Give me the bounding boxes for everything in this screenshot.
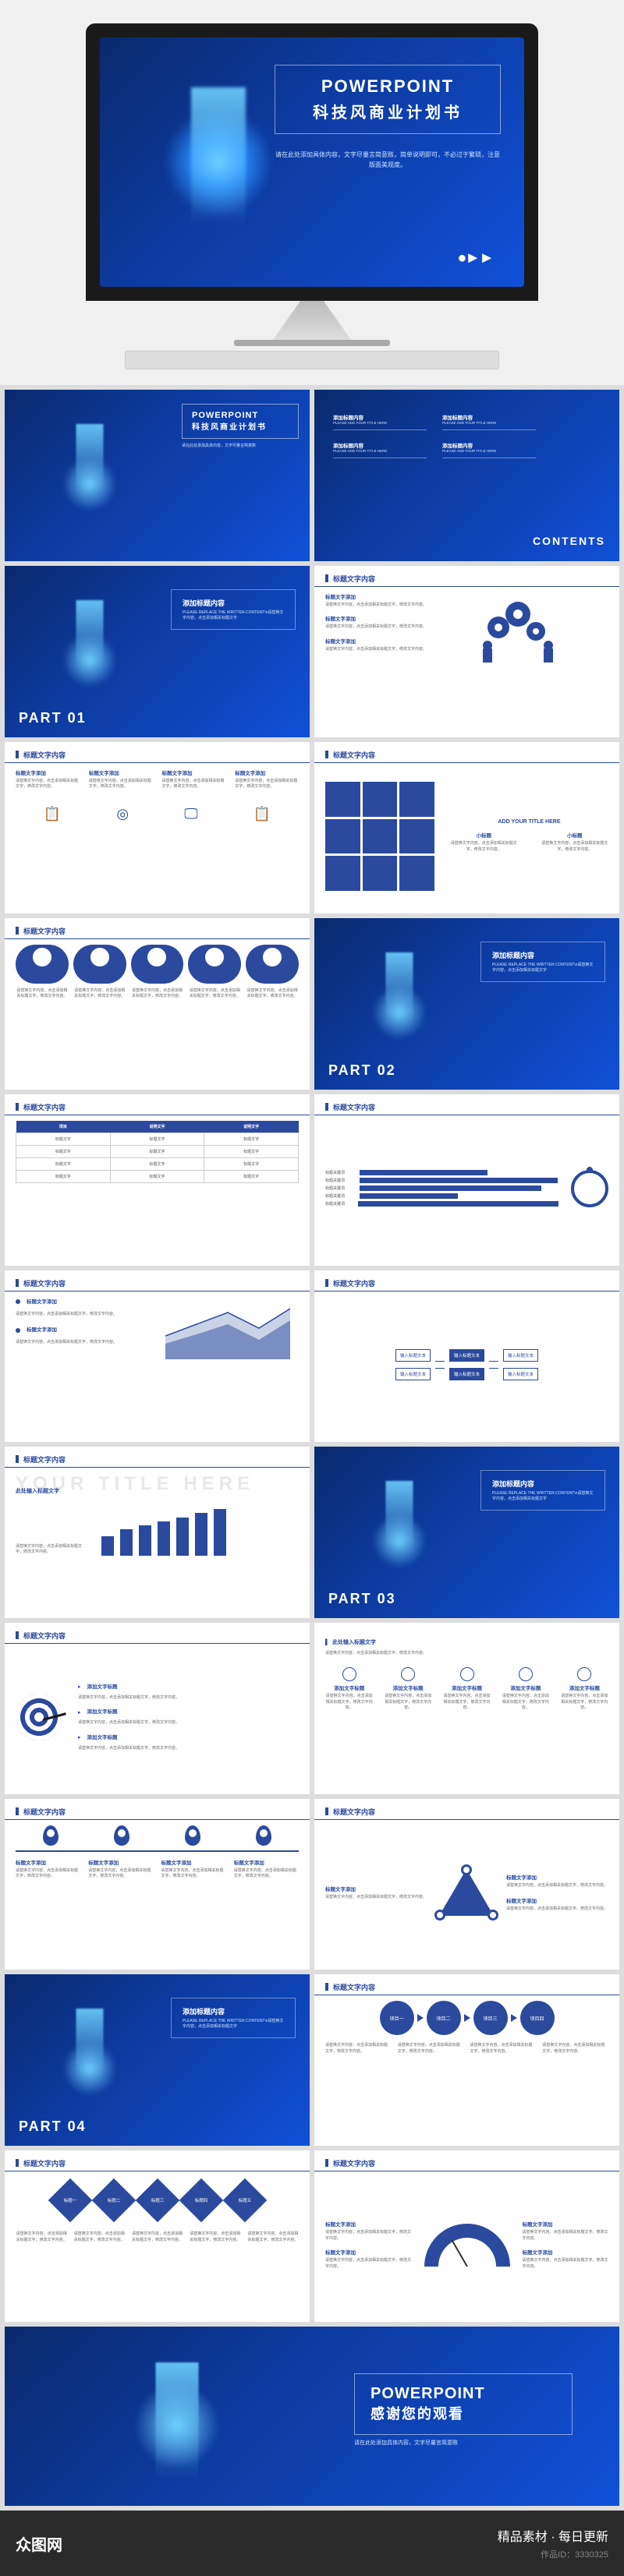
- slide-pills[interactable]: 标题文字内容 请替换文字内容，点击添加相关标题文字，修改文字内容。 请替换文字内…: [5, 918, 310, 1090]
- gauge-chart: [424, 2224, 510, 2267]
- footer-logo[interactable]: 众图网: [16, 2537, 62, 2554]
- keyboard-icon: [125, 351, 499, 369]
- slide-triangle[interactable]: 标题文字内容 标题文字添加请替换文字内容，点击添加相关标题文字，修改文字内容。 …: [314, 1799, 619, 1970]
- slide-gears[interactable]: 标题文字内容 标题文字添加 请替换文字内容，点击添加相关标题文字，修改文字内容。…: [314, 566, 619, 737]
- slide-pins[interactable]: 标题文字内容 标题文字添加请替换文字内容，点击添加相关标题文字，修改文字内容。 …: [5, 1799, 310, 1970]
- slide-contents[interactable]: 添加标题内容PLEASE ADD YOUR TITLE HERE 添加标题内容P…: [314, 390, 619, 561]
- slide-target[interactable]: 标题文字内容 ▸添加文字标题 请替换文字内容，点击添加相关标题文字，修改文字内容…: [5, 1623, 310, 1794]
- display-icon: 🖵: [184, 806, 197, 822]
- hero-dots-icon: ●►►: [457, 249, 493, 267]
- hero-section: POWERPOINT 科技风商业计划书 请在此处添加具体内容，文字尽量言简意赅，…: [0, 0, 624, 385]
- vbar-chart: [101, 1501, 226, 1556]
- gears-icon: [475, 592, 609, 728]
- page-footer: 众图网 精品素材 · 每日更新 作品ID：3330325: [0, 2511, 624, 2576]
- monitor-frame: POWERPOINT 科技风商业计划书 请在此处添加具体内容，文字尽量言简意赅，…: [86, 23, 538, 301]
- slide-cover[interactable]: POWERPOINT 科技风商业计划书 请在此处添加具体内容，文字尽量言简意赅: [5, 390, 310, 561]
- monitor-screen: POWERPOINT 科技风商业计划书 请在此处添加具体内容，文字尽量言简意赅，…: [100, 37, 524, 287]
- slide-diamonds[interactable]: 标题文字内容 标题一 标题二 标题三 标题四 标题五 请替换文字内容，点击添加相…: [5, 2150, 310, 2322]
- diamond-row: 标题一 标题二 标题三 标题四 标题五: [16, 2185, 299, 2216]
- circle-steps: 项目一 项目二 项目三 项目四: [325, 2001, 608, 2035]
- clock-icon: [571, 1170, 608, 1207]
- slide-end[interactable]: POWERPOINT 感谢您的观看 请在此处添加具体内容，文字尽量言简意赅: [5, 2327, 619, 2506]
- data-table: 项目说明文字说明文字 标题文字标题文字标题文字 标题文字标题文字标题文字 标题文…: [16, 1121, 299, 1183]
- clipboard-icon: 📋: [44, 806, 61, 822]
- slide-grid3x3[interactable]: 标题文字内容 ADD YOUR TITLE HERE 小标题请替换文字内容，点击…: [314, 742, 619, 913]
- slide-area[interactable]: 标题文字内容 标题文字添加 请替换文字内容，点击添加相关标题文字，修改文字内容。…: [5, 1270, 310, 1442]
- hbar-chart: 标题关键词 标题关键词 标题关键词 标题关键词 标题关键词: [325, 1168, 558, 1209]
- hero-title-en: POWERPOINT: [291, 76, 484, 97]
- slide-part-03[interactable]: 添加标题内容PLEASE REPLACE THE WRITTEN CONTENT…: [314, 1447, 619, 1618]
- slide-part-04[interactable]: 添加标题内容PLEASE REPLACE THE WRITTEN CONTENT…: [5, 1974, 310, 2146]
- slide-grid: POWERPOINT 科技风商业计划书 请在此处添加具体内容，文字尽量言简意赅 …: [0, 385, 624, 2511]
- grid-chart: [325, 782, 434, 891]
- hero-title-cn: 科技风商业计划书: [291, 100, 484, 122]
- clipboard-icon: 📋: [254, 806, 271, 822]
- pin-row: [16, 1825, 299, 1846]
- footer-id: 作品ID：3330325: [498, 2548, 608, 2560]
- slide-part-01[interactable]: 添加标题内容 PLEASE REPLACE THE WRITTEN CONTEN…: [5, 566, 310, 737]
- hero-caption: 请在此处添加具体内容，文字尽量言简意赅，简单说明即可，不必过于繁琐，注意版面美观…: [275, 150, 501, 171]
- slide-circles4[interactable]: 标题文字内容 项目一 项目二 项目三 项目四 请替换文字内容，点击添加相关标题文…: [314, 1974, 619, 2146]
- pill-chart: [16, 945, 299, 984]
- footer-tagline: 精品素材 · 每日更新: [498, 2526, 608, 2545]
- slide-hbar[interactable]: 标题文字内容 标题关键词 标题关键词 标题关键词 标题关键词 标题关键词: [314, 1094, 619, 1266]
- slide-part-02[interactable]: 添加标题内容PLEASE REPLACE THE WRITTEN CONTENT…: [314, 918, 619, 1090]
- hero-title-box: POWERPOINT 科技风商业计划书: [275, 65, 501, 134]
- target-icon: ◎: [116, 806, 129, 822]
- slide-gauge[interactable]: 标题文字内容 标题文字添加请替换文字内容，点击添加相关标题文字，修改文字内容。 …: [314, 2150, 619, 2322]
- contents-label: CONTENTS: [533, 535, 605, 547]
- area-chart: [165, 1297, 290, 1359]
- target-icon: [16, 1694, 62, 1740]
- slide-vbar[interactable]: 标题文字内容 YOUR TITLE HERE 此处输入标题文字 请替换文字内容，…: [5, 1447, 310, 1618]
- slide-process5[interactable]: ▌此处输入标题文字 请替换文字内容，点击添加相关标题文字，修改文字内容。 添加文…: [314, 1623, 619, 1794]
- slide-icons[interactable]: 标题文字内容 标题文字添加请替换文字内容，点击添加相关标题文字，修改文字内容。 …: [5, 742, 310, 913]
- slide-table[interactable]: 标题文字内容 项目说明文字说明文字 标题文字标题文字标题文字 标题文字标题文字标…: [5, 1094, 310, 1266]
- process-row: 添加文字标题请替换文字内容，点击添加相关标题文字，修改文字内容。 添加文字标题请…: [325, 1667, 608, 1712]
- triangle-chart: [439, 1869, 494, 1916]
- slide-flowbox[interactable]: 标题文字内容 输入标题文本 输入标题文本 输入标题文本 输入标题文本 输入标题文…: [314, 1270, 619, 1442]
